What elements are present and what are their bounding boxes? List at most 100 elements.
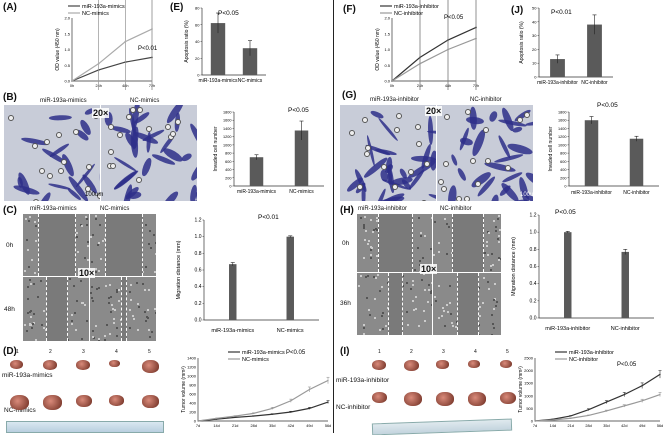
y-tick-label: 1.2: [530, 213, 537, 219]
x-tick-label: 49d: [306, 424, 312, 428]
wound-image-H2: [433, 214, 501, 272]
series-line-0: [72, 57, 152, 81]
image-caption-B1: miR-193a-mimics: [40, 98, 87, 104]
y-tick-label: 800: [189, 383, 196, 388]
stained-cell: [369, 109, 384, 119]
cell-speck: [113, 318, 115, 320]
cell-speck: [86, 224, 88, 226]
cell-speck: [430, 248, 432, 250]
y-tick-label: 0: [194, 419, 197, 424]
cell-speck: [428, 284, 430, 286]
data-point: [588, 409, 589, 410]
cell-speck: [496, 301, 498, 303]
cell-speck: [138, 306, 140, 308]
cell-speck: [105, 285, 107, 287]
series-line-0: [535, 374, 660, 421]
x-tick-label: 56d: [657, 424, 663, 428]
data-point: [534, 420, 535, 421]
x-tick-label: 21d: [232, 424, 238, 428]
y-tick-label: 1400: [558, 127, 566, 131]
cell-speck: [34, 272, 36, 274]
wound-gap: [38, 214, 76, 276]
cell-speck: [100, 258, 102, 260]
wound-gap: [121, 277, 126, 341]
cell-speck: [95, 215, 97, 217]
y-tick-label: 1.0: [530, 230, 537, 236]
cell-speck: [497, 238, 499, 240]
cell-speck: [495, 230, 497, 232]
cell-speck: [99, 224, 101, 226]
cell-speck: [370, 257, 372, 259]
tumor-photo: [142, 360, 159, 373]
cell-speck: [363, 257, 365, 259]
cell-speck: [491, 253, 493, 255]
cell-speck: [129, 327, 131, 329]
tumor-photo: [436, 392, 454, 406]
membrane-pore: [56, 132, 62, 138]
cell-speck: [369, 314, 371, 316]
cell-speck: [98, 287, 100, 289]
p-value-label: P<0.05: [218, 10, 239, 17]
cell-speck: [431, 304, 432, 306]
y-axis-label: Invaded cell number: [213, 126, 219, 171]
y-axis-label: Apoptosis ratio (%): [184, 20, 190, 63]
cell-speck: [488, 232, 490, 234]
cell-speck: [495, 226, 497, 228]
y-tick-label: 1.0: [195, 234, 202, 240]
cell-speck: [486, 245, 488, 247]
cell-speck: [24, 324, 26, 326]
membrane-pore: [470, 158, 476, 164]
cell-speck: [492, 264, 494, 266]
membrane-pore: [483, 127, 489, 133]
cell-speck: [447, 311, 449, 313]
bar-1: [622, 252, 629, 318]
y-tick-label: 2500: [524, 356, 534, 361]
y-tick-label: 2000: [524, 368, 534, 373]
y-tick-label: 80: [195, 6, 200, 11]
cell-speck: [35, 339, 37, 341]
data-point: [253, 415, 254, 416]
y-tick-label: 40: [195, 39, 200, 44]
row-label-H2: 36h: [340, 300, 351, 307]
membrane-pore: [464, 196, 470, 201]
x-tick-label: 14d: [550, 424, 556, 428]
cell-speck: [430, 292, 432, 294]
data-point: [309, 389, 310, 390]
y-tick-label: 1.2: [195, 218, 202, 224]
tumor-photo: [372, 360, 386, 370]
cell-speck: [116, 335, 118, 337]
cell-speck: [406, 282, 408, 284]
data-point: [447, 49, 449, 51]
y-tick-label: 1.5: [384, 31, 390, 36]
cell-speck: [145, 320, 147, 322]
p-value-label: P<0.01: [551, 9, 572, 16]
cell-speck: [153, 234, 155, 236]
cell-speck: [486, 241, 488, 243]
y-tick-label: 0.0: [530, 316, 537, 322]
membrane-pore: [61, 159, 67, 165]
y-tick-label: 1400: [187, 356, 197, 361]
stained-cell: [470, 129, 487, 158]
y-axis-label: Migration distance (mm): [511, 237, 517, 296]
membrane-pore: [58, 168, 64, 174]
cell-speck: [98, 338, 100, 340]
cell-speck: [71, 314, 73, 316]
cell-speck: [379, 329, 381, 331]
cell-speck: [414, 269, 416, 271]
cell-speck: [427, 301, 429, 303]
cell-speck: [137, 303, 139, 305]
wound-gap: [452, 214, 485, 272]
wound-image-H4: [433, 273, 501, 335]
membrane-pore: [136, 177, 142, 183]
cell-speck: [155, 253, 156, 255]
row-label-H1: 0h: [342, 240, 349, 247]
panel-label-C: (C): [3, 205, 17, 216]
data-point: [642, 400, 643, 401]
y-tick-label: 400: [225, 168, 231, 172]
cell-speck: [111, 304, 113, 306]
cell-speck: [75, 329, 77, 331]
cell-speck: [32, 323, 34, 325]
cell-speck: [418, 325, 420, 327]
cell-speck: [81, 225, 83, 227]
cell-speck: [150, 247, 152, 249]
